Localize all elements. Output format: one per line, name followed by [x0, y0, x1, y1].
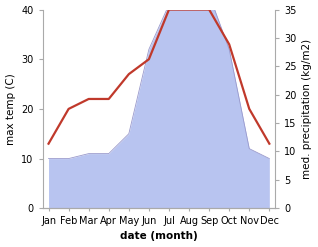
X-axis label: date (month): date (month): [120, 231, 198, 242]
Y-axis label: med. precipitation (kg/m2): med. precipitation (kg/m2): [302, 39, 313, 179]
Y-axis label: max temp (C): max temp (C): [5, 73, 16, 145]
